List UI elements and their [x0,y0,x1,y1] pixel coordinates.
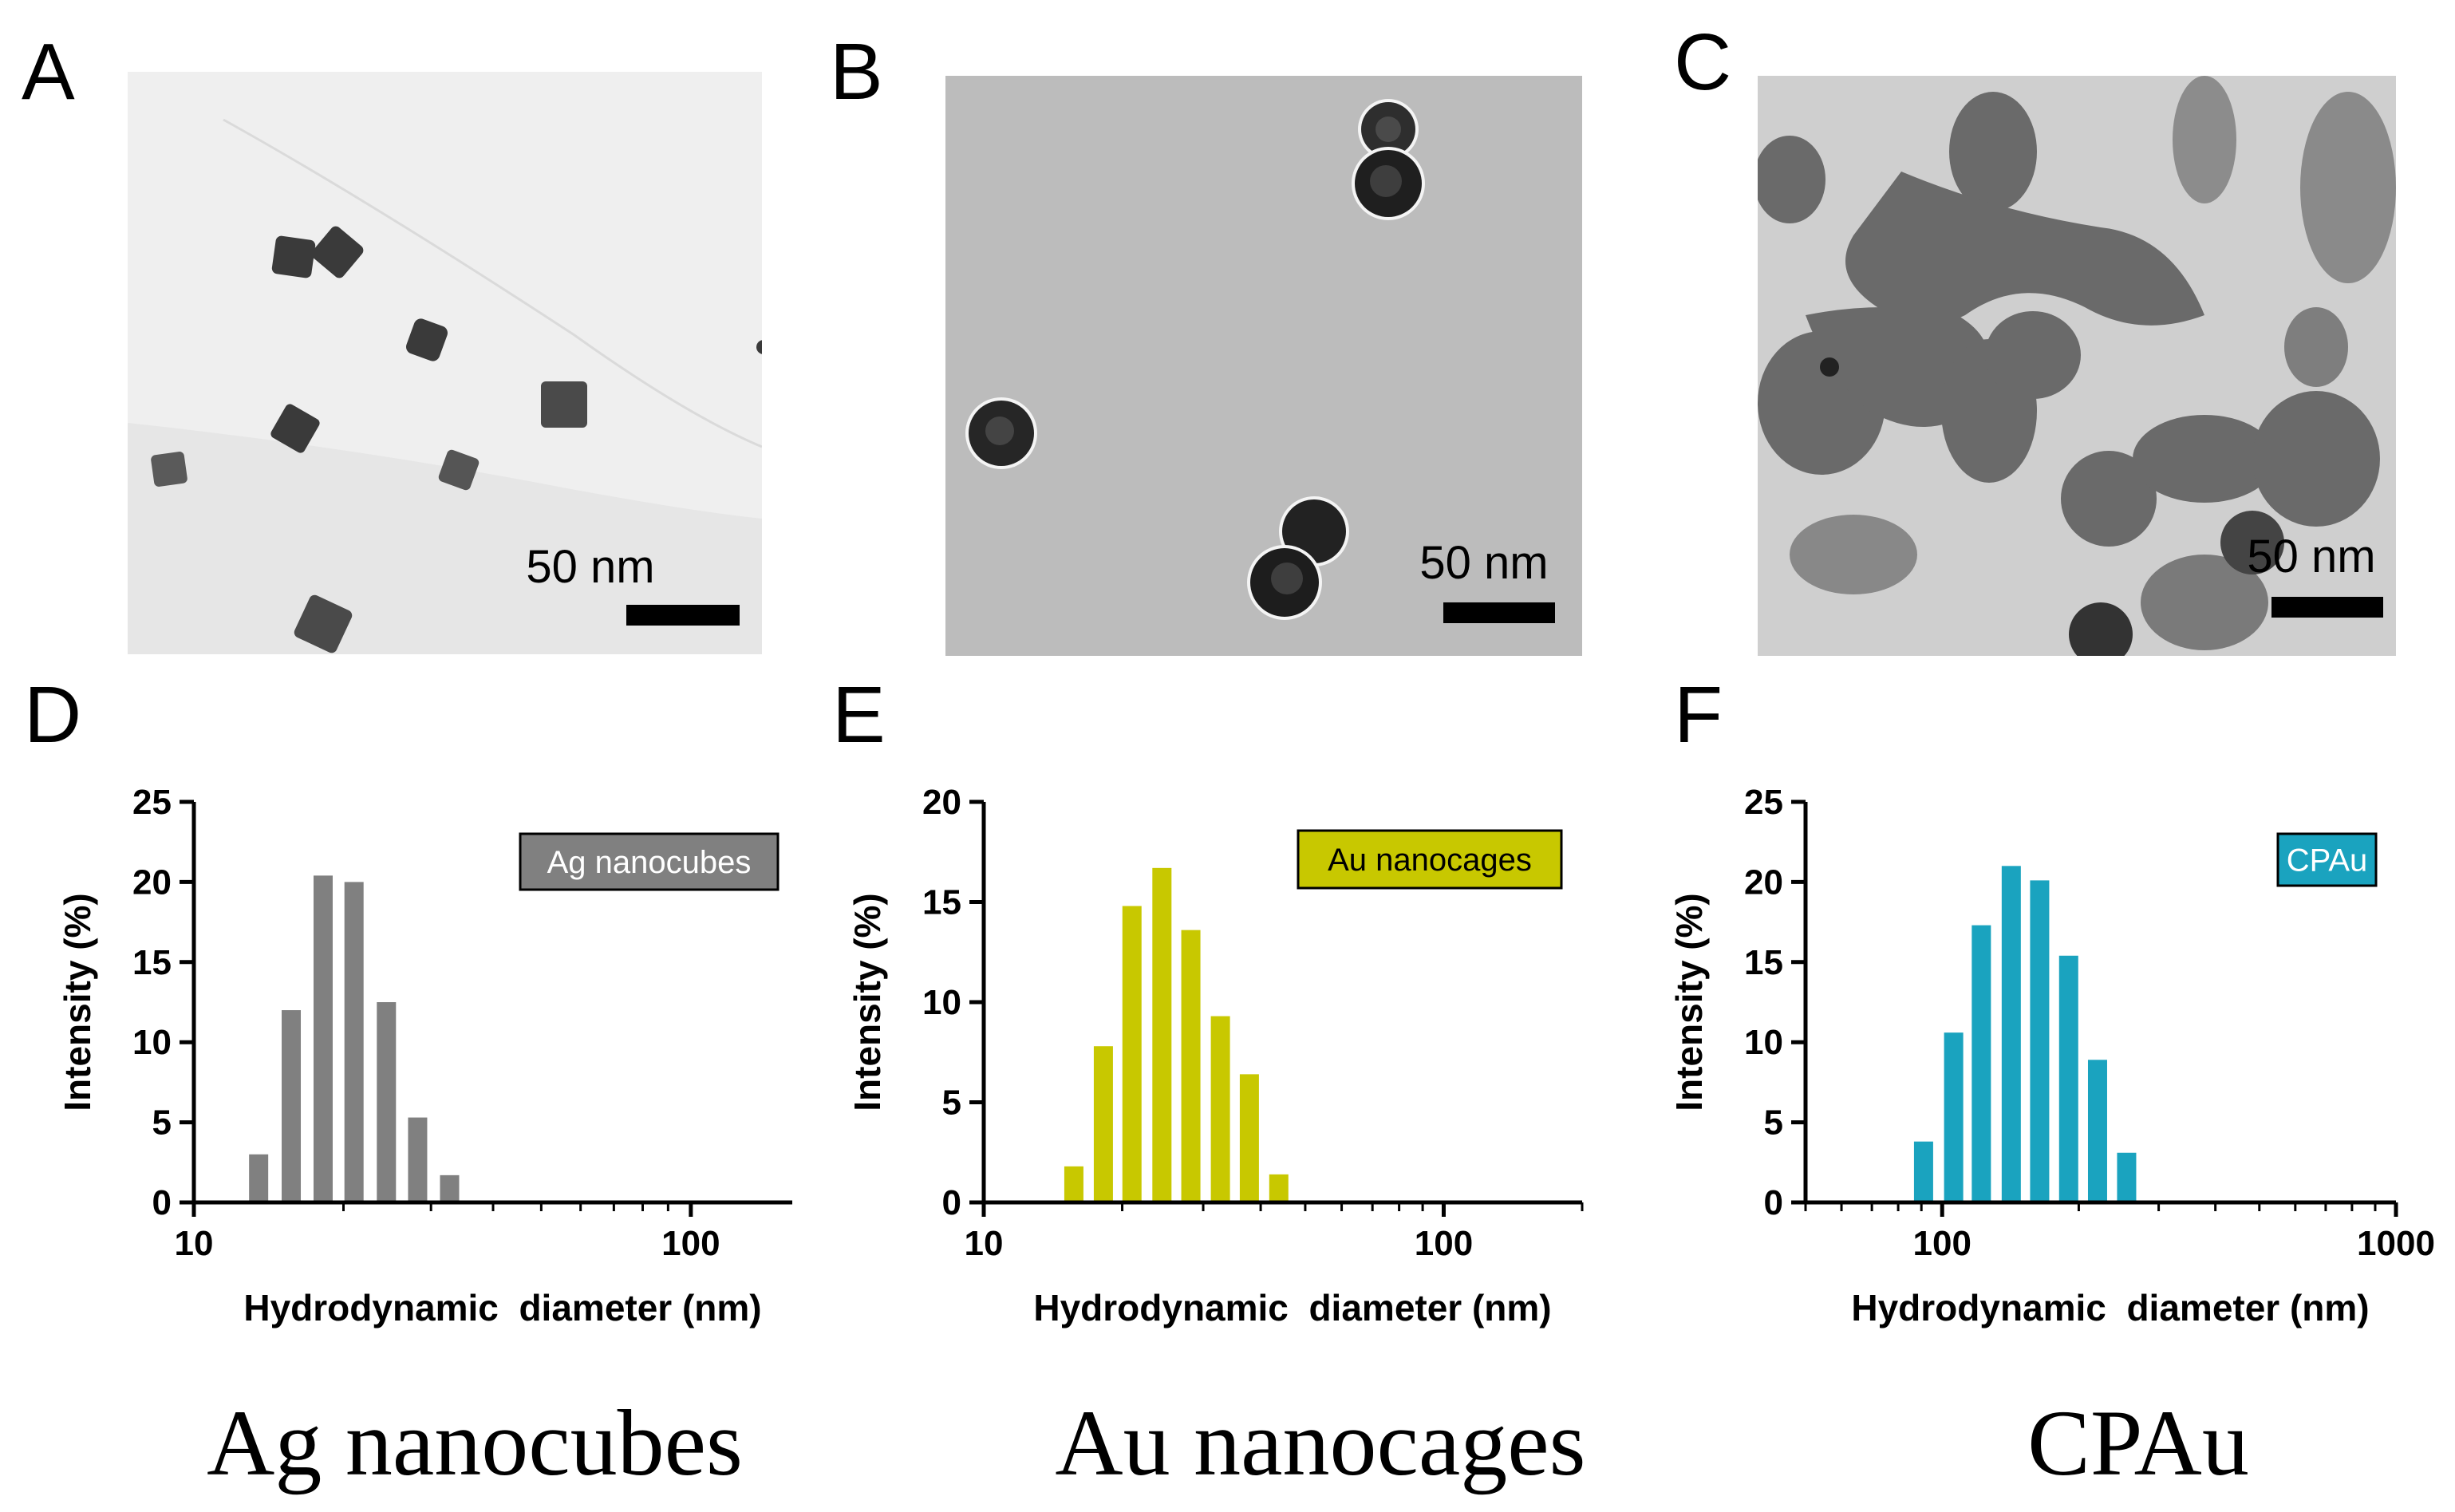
x-axis-label: Hydrodynamic diameter (nm) [243,1287,761,1328]
histogram-bar [1181,930,1201,1202]
caption-ag-nanocubes: Ag nanocubes [207,1391,743,1495]
histogram-bar [282,1010,302,1202]
nanocage-particles [965,99,1425,620]
y-tick-label: 5 [1764,1103,1783,1143]
histogram-bar [1269,1174,1289,1202]
x-tick-label: 10 [175,1224,214,1263]
caption-cpau: CPAu [2027,1391,2249,1495]
x-tick-label: 100 [1913,1224,1971,1263]
x-tick-label: 100 [661,1224,720,1263]
panel-letter-e: E [832,670,886,760]
legend-label: Au nanocages [1328,843,1532,878]
legend-swatch-box [2276,832,2378,887]
histogram-bar [2058,955,2078,1202]
scale-bar [1443,602,1555,623]
x-tick-label: 1000 [2357,1224,2435,1263]
histogram-bar [2117,1152,2137,1202]
histogram-bar [440,1174,460,1202]
tem-image-c: 50 nm [1758,76,2396,656]
histogram-bar [1064,1166,1083,1202]
panel-letter-b: B [830,27,883,116]
x-tick-label: 10 [965,1224,1004,1263]
y-tick-label: 20 [132,863,172,902]
histogram-bar [1971,925,1991,1202]
y-tick-label: 5 [152,1103,172,1143]
histogram-bar [1093,1046,1113,1202]
scale-bar-label: 50 nm [2247,531,2375,582]
x-axis-label: Hydrodynamic diameter (nm) [1033,1287,1551,1328]
y-tick-label: 20 [1744,863,1783,902]
caption-au-nanocages: Au nanocages [1055,1391,1585,1495]
histogram-bar [1239,1074,1259,1202]
y-tick-label: 10 [132,1023,172,1062]
y-tick-label: 25 [1744,783,1783,822]
x-tick-label: 100 [1415,1224,1473,1263]
x-axis-label: Hydrodynamic diameter (nm) [1851,1287,2369,1328]
scale-bar-label: 50 nm [1419,537,1548,589]
y-axis-label: Intensity (%) [1668,893,1710,1111]
y-tick-label: 15 [1744,943,1783,982]
legend-swatch-box [1297,829,1563,890]
histogram-bar [377,1002,397,1202]
nanocube-particles [151,226,762,653]
panel-letter-c: C [1674,18,1731,107]
tem-image-a: 50 nm [128,72,762,654]
scale-bar [626,605,740,626]
y-tick-label: 0 [1764,1183,1783,1222]
y-tick-label: 20 [922,783,961,822]
y-tick-label: 0 [152,1183,172,1222]
scale-bar-label: 50 nm [526,541,654,593]
y-tick-label: 15 [922,883,961,922]
y-tick-label: 5 [942,1084,961,1123]
histogram-bar [1944,1032,1964,1202]
y-tick-label: 25 [132,783,172,822]
tem-image-b: 50 nm [945,76,1582,656]
histogram-bar [2001,866,2021,1202]
histogram-bar [2030,880,2050,1202]
y-tick-label: 10 [1744,1023,1783,1062]
scale-bar [2271,597,2383,618]
histogram-bar [1122,906,1142,1202]
histogram-bar [2087,1060,2107,1202]
panel-letter-a: A [22,27,75,116]
y-axis-label: Intensity (%) [57,893,98,1111]
y-tick-label: 10 [922,983,961,1022]
cpau-aggregates [1758,76,2396,656]
legend-swatch-box [519,832,780,891]
panel-letter-d: D [24,670,81,760]
histogram-bar [1913,1141,1933,1202]
legend-label: CPAu [2287,843,2368,878]
y-axis-label: Intensity (%) [847,893,888,1111]
histogram-bar [344,882,364,1202]
y-tick-label: 0 [942,1183,961,1222]
histogram-bar [1152,867,1172,1202]
panel-letter-f: F [1674,670,1723,760]
legend-label: Ag nanocubes [547,845,752,880]
y-tick-label: 15 [132,943,172,982]
histogram-bar [249,1154,269,1202]
histogram-bar [313,875,333,1202]
histogram-bar [408,1117,428,1202]
histogram-bar [1210,1016,1230,1202]
